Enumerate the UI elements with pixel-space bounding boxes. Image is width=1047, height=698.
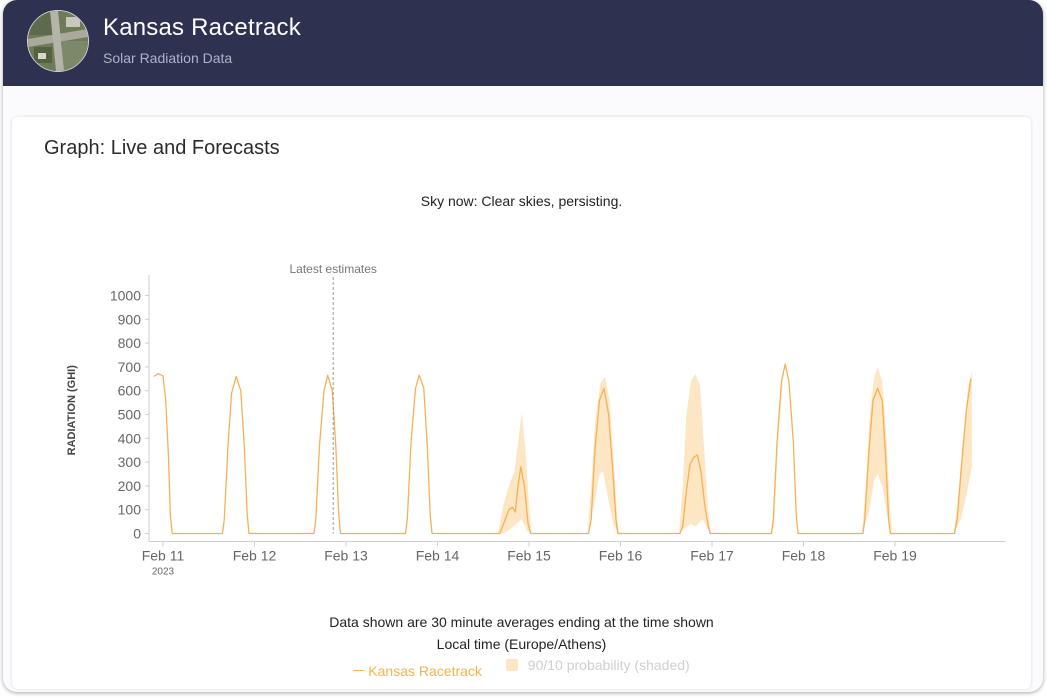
x-tick-label: Feb 16 [599, 548, 643, 564]
y-tick-label: 600 [118, 383, 142, 399]
probability-band [587, 376, 620, 534]
site-avatar[interactable] [27, 10, 89, 72]
x-tick-label: Feb 15 [507, 548, 551, 564]
y-tick-label: 900 [118, 311, 142, 327]
app-window: Kansas Racetrack Solar Radiation Data Gr… [3, 0, 1043, 692]
y-tick-label: 100 [118, 502, 142, 518]
card-title: Graph: Live and Forecasts [44, 137, 280, 159]
y-tick-label: 300 [118, 454, 142, 470]
legend-series-line-icon [353, 670, 365, 671]
graph-card: Graph: Live and Forecasts Sky now: Clear… [12, 117, 1031, 689]
x-tick-label: Feb 19 [873, 548, 917, 564]
legend-band[interactable]: 90/10 probability (shaded) [505, 657, 690, 673]
y-tick-label: 800 [118, 335, 142, 351]
aerial-photo-icon [28, 11, 88, 71]
series-line-kansas-racetrack[interactable] [153, 363, 972, 535]
radiation-chart[interactable]: 0 100 200 300 400 500 600 700 800 900 1000 RADIATIO… [12, 117, 1031, 689]
y-tick-label: 400 [118, 430, 142, 446]
probability-band [862, 366, 893, 534]
annotation-layer: Latest estimates [290, 262, 377, 534]
x-tick-label: Feb 14 [416, 548, 460, 564]
averaging-note: Data shown are 30 minute averages ending… [329, 614, 714, 630]
latest-estimates-label: Latest estimates [290, 262, 377, 276]
x-tick-label: Feb 18 [782, 548, 826, 564]
legend-band-swatch-icon [505, 659, 518, 671]
header-bar: Kansas Racetrack Solar Radiation Data [3, 0, 1043, 86]
legend-series[interactable]: Kansas Racetrack [353, 663, 482, 679]
probability-band-layer [497, 363, 972, 534]
legend-series-label: Kansas Racetrack [368, 662, 482, 679]
y-tick-label: 200 [118, 478, 142, 494]
sky-now-text: Sky now: Clear skies, persisting. [420, 193, 623, 209]
chart-legend: Kansas Racetrack 90/10 probability (shad… [12, 657, 1031, 679]
y-tick-label: 500 [118, 407, 142, 423]
x-tick-label: Feb 17 [690, 548, 734, 564]
y-tick-label: 700 [118, 359, 142, 375]
series-layer [153, 363, 972, 535]
timezone-note: Local time (Europe/Athens) [436, 636, 607, 652]
x-tick-sublabel: 2023 [152, 567, 175, 578]
x-tick-label: Feb 13 [324, 548, 368, 564]
axes-layer: 0 100 200 300 400 500 600 700 800 900 1000 RADIATIO… [66, 275, 1006, 578]
y-tick-label: 0 [133, 526, 141, 542]
site-title: Kansas Racetrack [103, 14, 301, 41]
x-tick-label: Feb 12 [233, 548, 277, 564]
x-tick-label: Feb 11 [142, 548, 185, 564]
y-axis-title: RADIATION (GHI) [66, 365, 78, 456]
site-subtitle: Solar Radiation Data [103, 50, 233, 66]
probability-band [497, 412, 532, 534]
legend-band-label: 90/10 probability (shaded) [527, 657, 690, 673]
probability-band [772, 363, 799, 534]
y-tick-label: 1000 [110, 288, 141, 304]
